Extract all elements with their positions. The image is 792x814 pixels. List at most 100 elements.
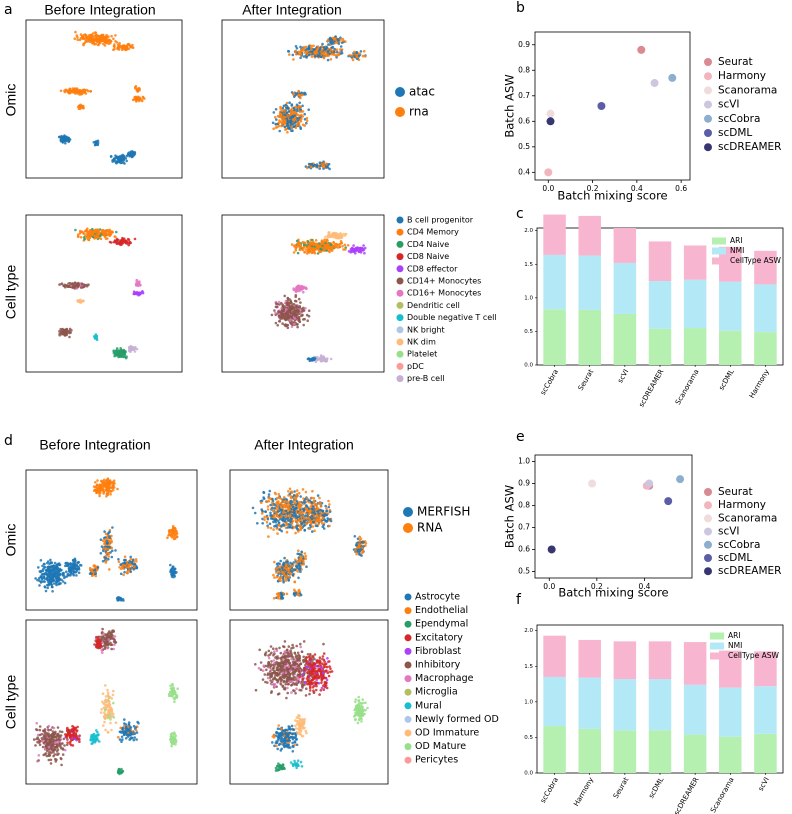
umap-point <box>82 89 86 93</box>
umap-point <box>112 647 115 651</box>
umap-point <box>288 310 292 313</box>
umap-point <box>329 58 333 61</box>
umap-point <box>271 497 274 501</box>
umap-point <box>58 283 61 286</box>
umap-point <box>294 309 297 313</box>
umap-point <box>123 555 127 558</box>
umap-point <box>315 355 319 359</box>
umap-point <box>91 234 95 237</box>
umap-point <box>277 121 281 124</box>
umap-point <box>110 540 113 544</box>
umap-point <box>293 244 297 247</box>
umap-point <box>280 566 284 569</box>
umap-point <box>323 50 326 54</box>
bar-segment <box>613 262 637 314</box>
umap-point <box>314 54 317 58</box>
umap-point <box>293 568 297 572</box>
bar-segment <box>754 332 777 365</box>
umap-point <box>291 513 294 517</box>
umap-point <box>296 251 300 255</box>
umap-point <box>113 643 116 647</box>
umap-point <box>79 103 82 107</box>
umap-point <box>280 124 283 128</box>
umap-point <box>318 161 322 164</box>
umap-points <box>32 627 179 776</box>
legend-label: Double negative T cell <box>407 313 497 322</box>
umap-point <box>294 564 298 568</box>
umap-point <box>362 545 365 548</box>
umap-point <box>324 53 328 57</box>
umap-point <box>339 232 343 236</box>
umap-point <box>96 228 100 231</box>
umap-point <box>293 299 297 303</box>
umap-point <box>277 594 281 597</box>
umap-point <box>322 164 326 168</box>
umap-point <box>328 233 332 237</box>
umap-point <box>272 509 275 513</box>
umap-point <box>119 597 122 600</box>
umap-point <box>312 520 315 524</box>
umap-point <box>86 234 90 238</box>
umap-point <box>284 103 288 107</box>
umap-point <box>356 546 359 550</box>
scatter-point <box>597 102 606 110</box>
umap-point <box>307 249 310 253</box>
umap-point <box>124 564 127 568</box>
umap-point <box>79 298 82 302</box>
umap-point <box>82 232 86 236</box>
umap-point <box>293 111 297 114</box>
umap-point <box>313 248 316 251</box>
umap-point <box>300 555 303 559</box>
umap-point <box>299 105 303 108</box>
umap-point <box>310 507 314 511</box>
umap-point <box>298 248 302 251</box>
umap-point <box>359 251 363 254</box>
x-tick-label: 0.4 <box>631 184 643 193</box>
umap-point <box>74 228 77 232</box>
umap-point <box>272 573 275 577</box>
umap-point <box>328 518 332 521</box>
umap-point <box>278 114 282 118</box>
umap-point <box>318 242 321 245</box>
bar-segment <box>613 228 637 263</box>
legend-label: CD14+ Monocytes <box>407 277 481 286</box>
umap-point <box>302 306 305 310</box>
bar-segment <box>683 245 707 280</box>
umap-point <box>37 754 41 757</box>
umap-point <box>297 104 301 108</box>
umap-point <box>79 236 83 239</box>
umap-point <box>119 348 123 352</box>
bar-segment <box>754 284 777 333</box>
umap-point <box>297 549 300 552</box>
umap-point <box>286 519 290 522</box>
umap-point <box>329 243 333 246</box>
umap-point <box>95 38 98 42</box>
umap-point <box>322 527 326 530</box>
umap-point <box>264 510 268 513</box>
umap-point <box>42 567 45 571</box>
umap-point <box>339 45 343 48</box>
umap-point <box>298 110 302 113</box>
umap-point <box>295 53 298 56</box>
umap-point <box>316 494 320 497</box>
umap-point <box>327 54 330 57</box>
umap-point <box>65 284 68 287</box>
umap-point <box>296 325 299 329</box>
umap-point <box>273 560 276 564</box>
umap-point <box>320 52 324 55</box>
umap-point <box>325 165 328 169</box>
umap-point <box>295 289 299 293</box>
umap-point <box>281 303 284 307</box>
umap-point <box>260 499 264 503</box>
umap-point <box>72 570 76 574</box>
umap-point <box>123 239 126 243</box>
umap-point <box>54 577 58 580</box>
legend-marker <box>704 114 712 123</box>
umap-point <box>322 514 325 517</box>
umap-point <box>121 154 124 158</box>
umap-point <box>315 503 319 506</box>
umap-point <box>100 229 104 232</box>
umap-point <box>58 135 61 139</box>
umap-point <box>292 288 296 292</box>
y-tick-label: 0.0 <box>524 363 533 369</box>
